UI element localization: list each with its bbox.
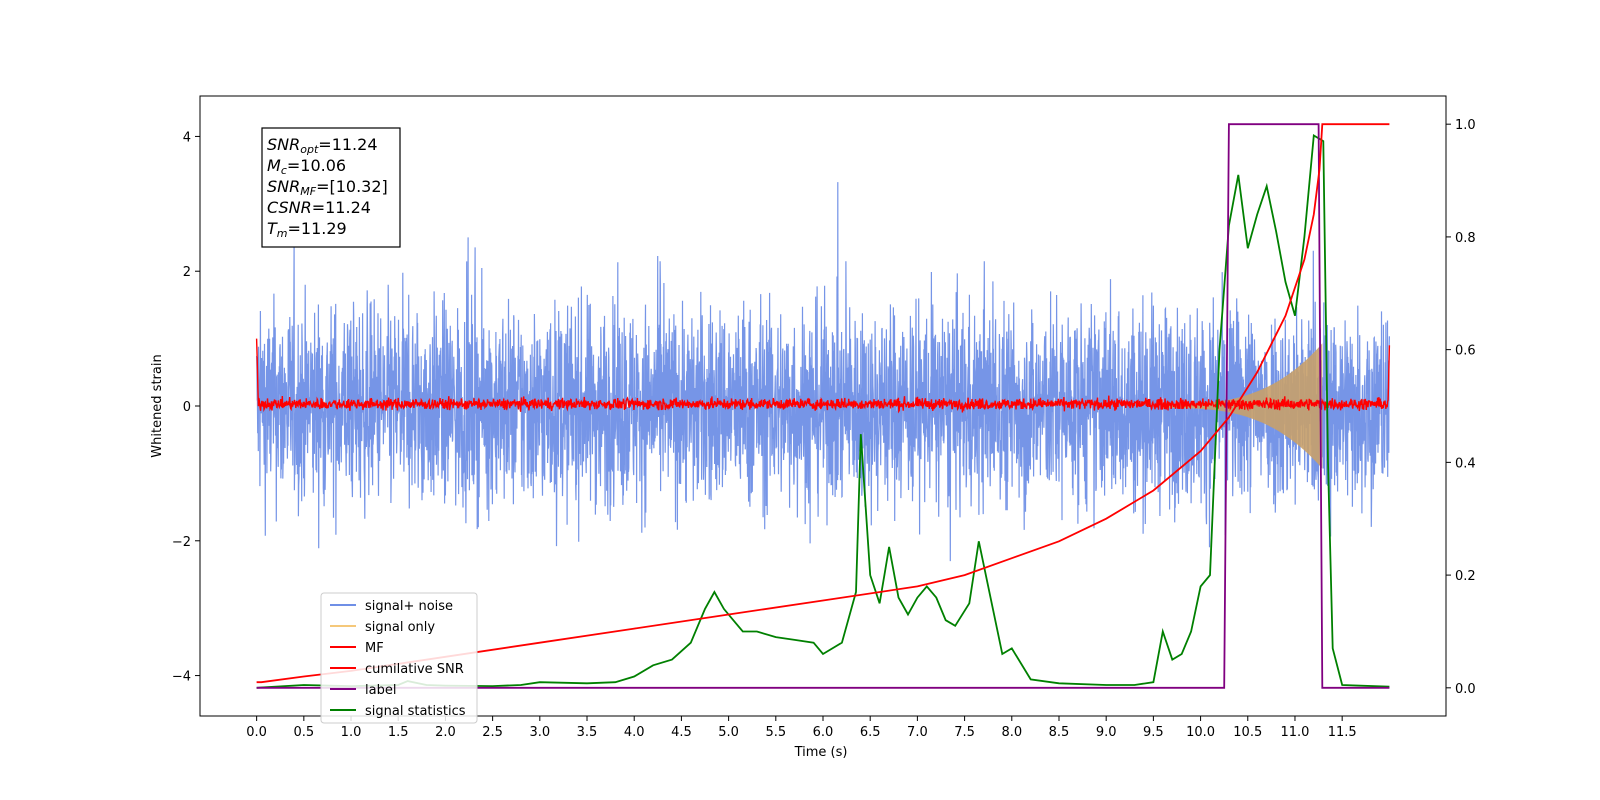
x-tick-label: 5.5 — [765, 725, 786, 740]
y-tick-label: −2 — [172, 535, 191, 550]
annotation-frame — [261, 127, 401, 248]
x-tick-label: 8.0 — [1001, 725, 1022, 740]
x-tick-label: 4.0 — [624, 725, 645, 740]
annotation-line: SNRMF=[10.32] — [267, 177, 388, 198]
annotation-line: Mc=10.06 — [267, 156, 346, 177]
x-tick-label: 9.0 — [1096, 725, 1117, 740]
x-tick-label: 11.0 — [1280, 725, 1309, 740]
x-tick-label: 0.5 — [293, 725, 314, 740]
annotation-line: SNRopt=11.24 — [267, 135, 378, 156]
x-tick-label: 6.5 — [860, 725, 881, 740]
x-tick-label: 8.5 — [1049, 725, 1070, 740]
x-tick-label: 9.5 — [1143, 725, 1164, 740]
series-signal-statistics — [256, 134, 1390, 689]
x-tick-label: 6.0 — [813, 725, 834, 740]
y2-tick-label: 0.4 — [1455, 456, 1476, 471]
x-tick-label: 3.0 — [529, 725, 550, 740]
legend-entry: signal only — [365, 620, 435, 635]
x-axis-label: Time (s) — [794, 745, 848, 760]
annotation-line: CSNR=11.24 — [267, 198, 371, 217]
x-tick-label: 0.0 — [246, 725, 267, 740]
y2-tick-label: 0.2 — [1455, 569, 1476, 584]
annotation-line: Tm=11.29 — [267, 219, 347, 240]
y-axis-left: −4 −2 0 2 4 — [172, 130, 200, 685]
x-tick-label: 11.5 — [1328, 725, 1357, 740]
x-tick-label: 1.5 — [388, 725, 409, 740]
y-axis-label: Whitened strain — [150, 354, 165, 457]
series-mf — [255, 338, 1391, 414]
y-tick-label: −4 — [172, 670, 191, 685]
series-signal-noise — [256, 182, 1390, 562]
x-tick-label: 3.5 — [577, 725, 598, 740]
legend-entry: cumilative SNR — [365, 662, 464, 677]
x-tick-label: 2.5 — [482, 725, 503, 740]
y2-tick-label: 1.0 — [1455, 118, 1476, 133]
annotation-box: SNRopt=11.24Mc=10.06SNRMF=[10.32]CSNR=11… — [261, 127, 401, 248]
x-tick-label: 1.0 — [341, 725, 362, 740]
x-axis: 0.0 0.5 1.0 1.5 2.0 2.5 3.0 3.5 4.0 4.5 5.0 5.5 6.0 6… — [246, 716, 1357, 740]
legend-frame — [320, 592, 478, 724]
series-label — [256, 123, 1390, 689]
y-tick-label: 2 — [183, 265, 191, 280]
x-tick-label: 7.0 — [907, 725, 928, 740]
legend-entry: signal statistics — [365, 704, 466, 719]
series-layer — [255, 123, 1391, 689]
y-tick-label: 0 — [183, 400, 191, 415]
legend-entry: MF — [365, 641, 384, 656]
y2-tick-label: 0.8 — [1455, 231, 1476, 246]
y2-tick-label: 0.0 — [1455, 682, 1476, 697]
legend-entry: signal+ noise — [365, 599, 453, 614]
x-tick-label: 10.5 — [1233, 725, 1262, 740]
x-tick-label: 7.5 — [954, 725, 975, 740]
x-tick-label: 5.0 — [718, 725, 739, 740]
y-tick-label: 4 — [183, 130, 191, 145]
y2-tick-label: 0.6 — [1455, 344, 1476, 359]
y-axis-right: 0.0 0.2 0.4 0.6 0.8 1.0 — [1446, 118, 1476, 697]
x-tick-label: 2.0 — [435, 725, 456, 740]
x-tick-label: 10.0 — [1186, 725, 1215, 740]
legend-entry: label — [365, 683, 396, 698]
legend: signal+ noise signal only MF cumilative SNR… — [320, 592, 478, 724]
x-tick-label: 4.5 — [671, 725, 692, 740]
